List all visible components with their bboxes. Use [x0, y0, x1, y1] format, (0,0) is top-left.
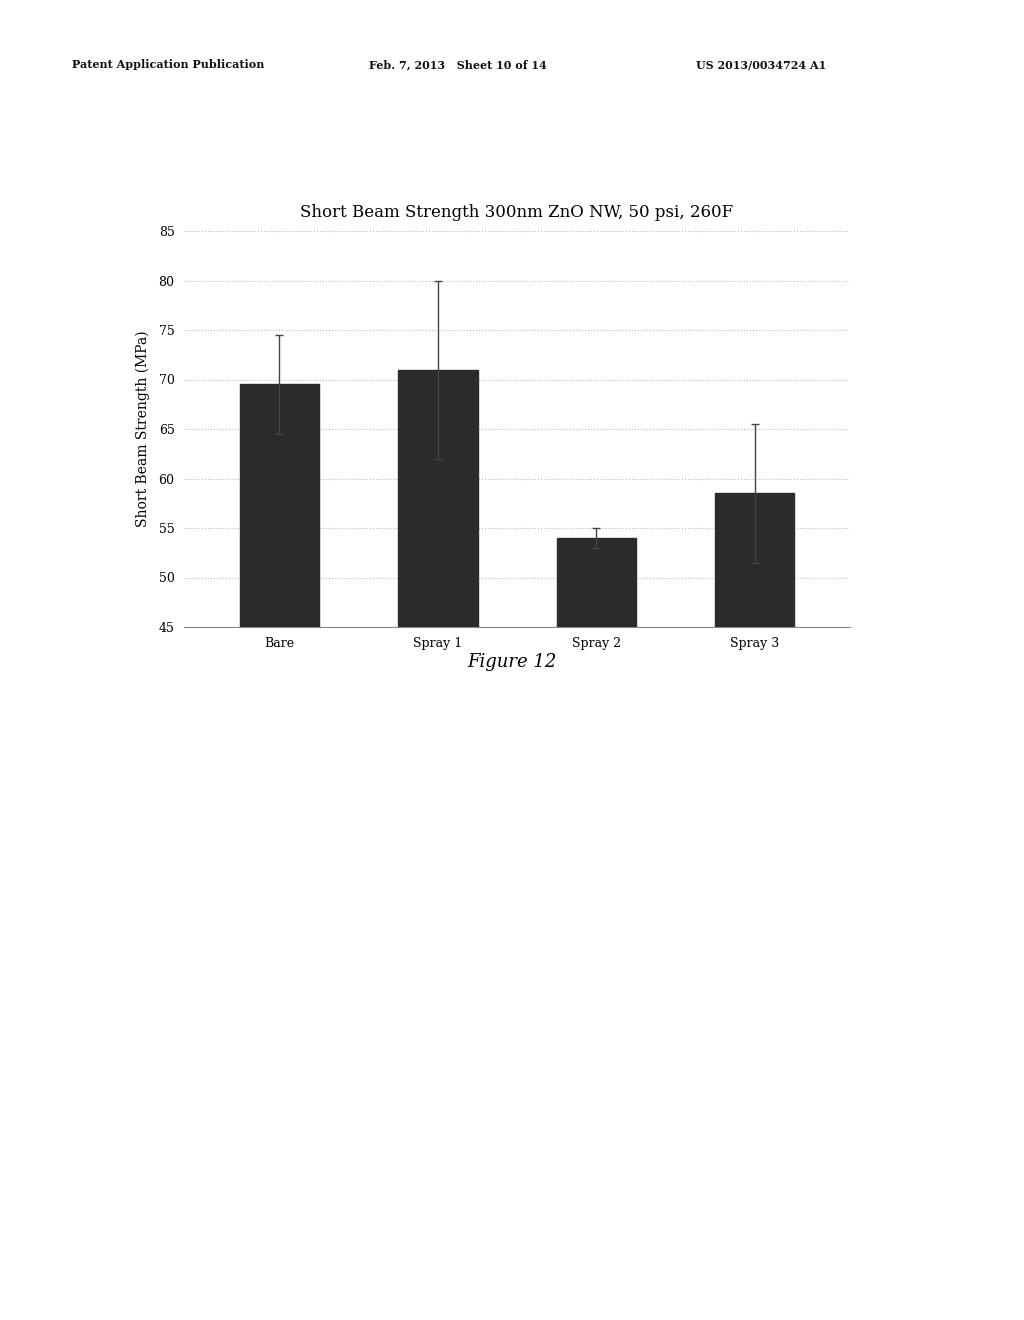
Text: Figure 12: Figure 12	[467, 653, 557, 672]
Text: Feb. 7, 2013   Sheet 10 of 14: Feb. 7, 2013 Sheet 10 of 14	[369, 59, 547, 70]
Bar	[715, 494, 795, 1072]
Bar	[398, 370, 477, 1072]
Bar	[240, 384, 319, 1072]
Text: Patent Application Publication: Patent Application Publication	[72, 59, 264, 70]
Y-axis label: Short Beam Strength (MPa): Short Beam Strength (MPa)	[136, 331, 151, 527]
Title: Short Beam Strength 300nm ZnO NW, 50 psi, 260F: Short Beam Strength 300nm ZnO NW, 50 psi…	[300, 205, 734, 222]
Text: US 2013/0034724 A1: US 2013/0034724 A1	[696, 59, 826, 70]
Bar	[557, 539, 636, 1072]
